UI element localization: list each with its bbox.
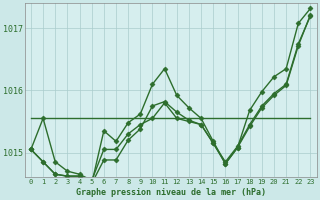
X-axis label: Graphe pression niveau de la mer (hPa): Graphe pression niveau de la mer (hPa) <box>76 188 266 197</box>
